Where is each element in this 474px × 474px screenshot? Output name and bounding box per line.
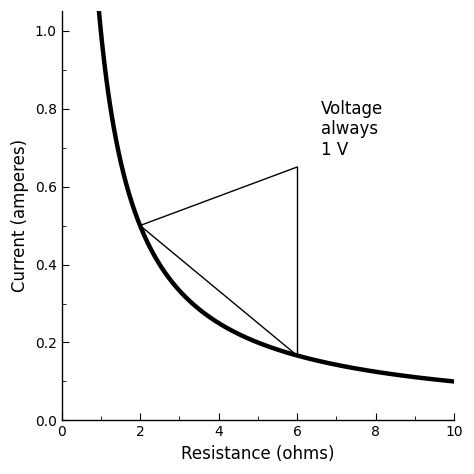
Y-axis label: Current (amperes): Current (amperes) bbox=[11, 139, 29, 292]
Text: Voltage
always
1 V: Voltage always 1 V bbox=[320, 100, 383, 159]
X-axis label: Resistance (ohms): Resistance (ohms) bbox=[181, 445, 335, 463]
